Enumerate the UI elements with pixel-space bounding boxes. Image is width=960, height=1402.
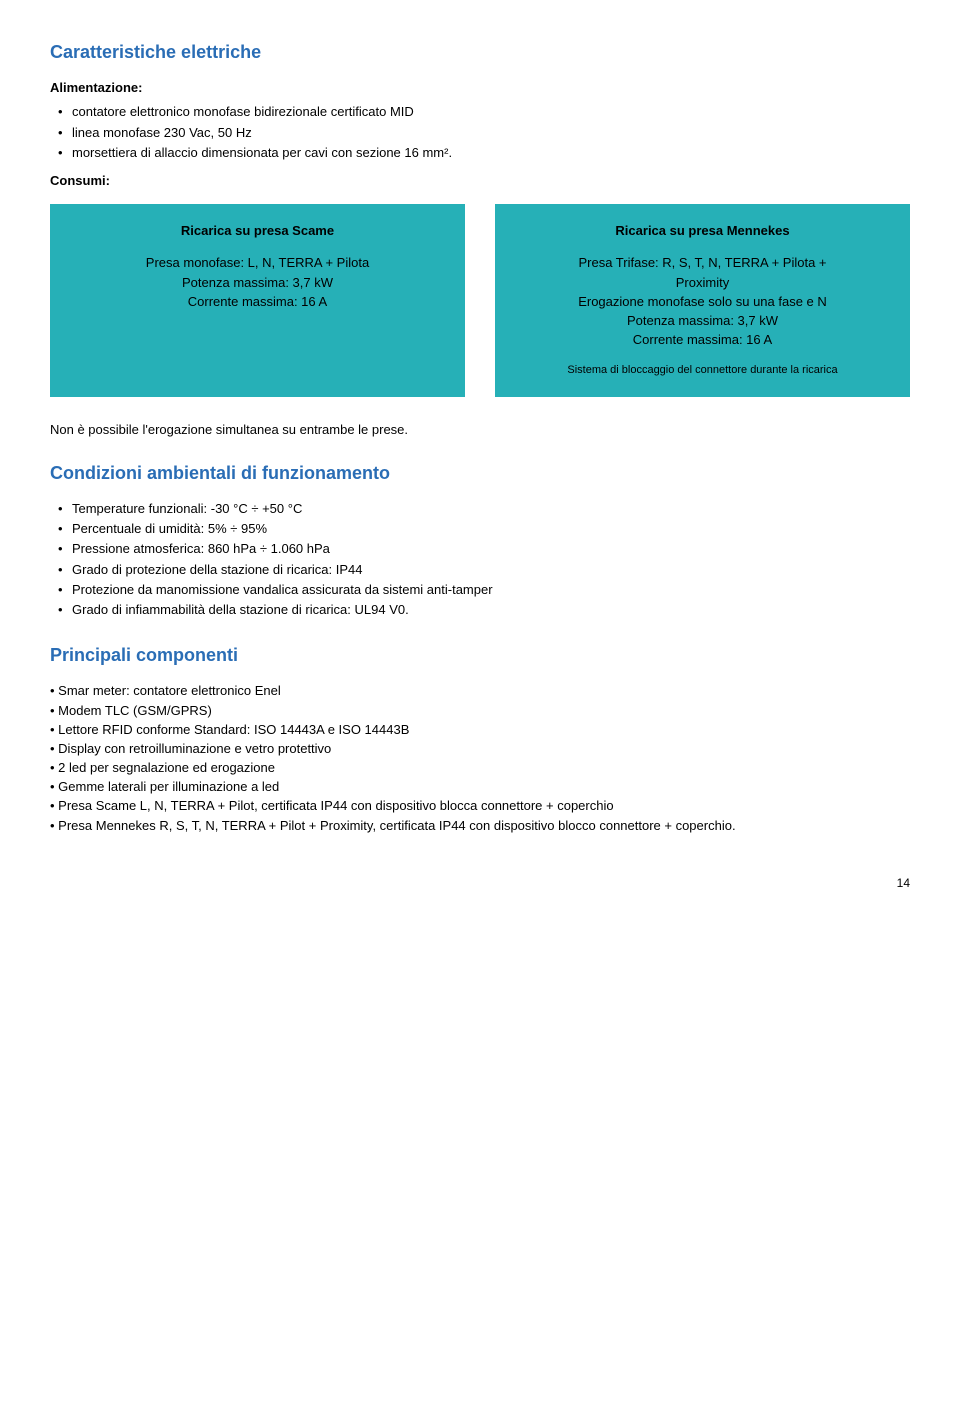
sub-consumi: Consumi:: [50, 172, 910, 190]
list-item: Percentuale di umidità: 5% ÷ 95%: [50, 520, 910, 538]
list-item: Temperature funzionali: -30 °C ÷ +50 °C: [50, 500, 910, 518]
box-line: Erogazione monofase solo su una fase e N: [511, 293, 894, 311]
list-item: Grado di protezione della stazione di ri…: [50, 561, 910, 579]
heading-electrical: Caratteristiche elettriche: [50, 40, 910, 65]
box-line: Proximity: [511, 274, 894, 292]
sub-alimentazione: Alimentazione:: [50, 79, 910, 97]
list-item: • Lettore RFID conforme Standard: ISO 14…: [50, 721, 910, 739]
list-item: • 2 led per segnalazione ed erogazione: [50, 759, 910, 777]
list-item: Protezione da manomissione vandalica ass…: [50, 581, 910, 599]
box-line: Corrente massima: 16 A: [66, 293, 449, 311]
box-line: Potenza massima: 3,7 kW: [511, 312, 894, 330]
heading-components: Principali componenti: [50, 643, 910, 668]
list-item: • Presa Mennekes R, S, T, N, TERRA + Pil…: [50, 817, 910, 835]
box-line: Presa Trifase: R, S, T, N, TERRA + Pilot…: [511, 254, 894, 272]
list-components: • Smar meter: contatore elettronico Enel…: [50, 682, 910, 835]
box-scame: Ricarica su presa Scame Presa monofase: …: [50, 204, 465, 397]
box-line: Corrente massima: 16 A: [511, 331, 894, 349]
list-ambient: Temperature funzionali: -30 °C ÷ +50 °C …: [50, 500, 910, 619]
list-item: Grado di infiammabilità della stazione d…: [50, 601, 910, 619]
heading-ambient: Condizioni ambientali di funzionamento: [50, 461, 910, 486]
list-item: contatore elettronico monofase bidirezio…: [50, 103, 910, 121]
page-number: 14: [50, 875, 910, 892]
list-item: morsettiera di allaccio dimensionata per…: [50, 144, 910, 162]
box-title: Ricarica su presa Scame: [66, 222, 449, 240]
list-item: • Presa Scame L, N, TERRA + Pilot, certi…: [50, 797, 910, 815]
box-note: Sistema di bloccaggio del connettore dur…: [511, 363, 894, 378]
list-item: • Gemme laterali per illuminazione a led: [50, 778, 910, 796]
list-item: • Display con retroilluminazione e vetro…: [50, 740, 910, 758]
list-item: • Modem TLC (GSM/GPRS): [50, 702, 910, 720]
note-text: Non è possibile l'erogazione simultanea …: [50, 421, 910, 439]
box-title: Ricarica su presa Mennekes: [511, 222, 894, 240]
box-line: Presa monofase: L, N, TERRA + Pilota: [66, 254, 449, 272]
list-item: linea monofase 230 Vac, 50 Hz: [50, 124, 910, 142]
list-item: • Smar meter: contatore elettronico Enel: [50, 682, 910, 700]
info-boxes: Ricarica su presa Scame Presa monofase: …: [50, 204, 910, 397]
list-item: Pressione atmosferica: 860 hPa ÷ 1.060 h…: [50, 540, 910, 558]
list-alimentazione: contatore elettronico monofase bidirezio…: [50, 103, 910, 162]
box-mennekes: Ricarica su presa Mennekes Presa Trifase…: [495, 204, 910, 397]
box-line: Potenza massima: 3,7 kW: [66, 274, 449, 292]
